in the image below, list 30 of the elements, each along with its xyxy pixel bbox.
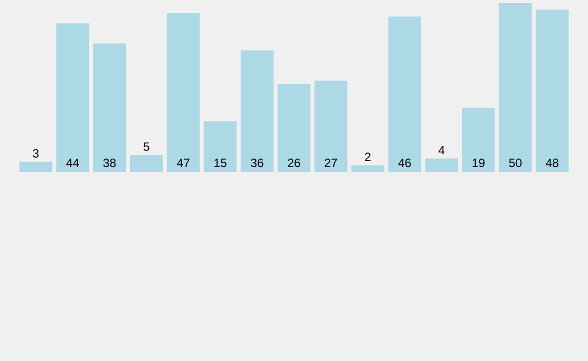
bar bbox=[314, 80, 348, 172]
bar bbox=[240, 50, 274, 172]
data-label: 3 bbox=[32, 149, 39, 158]
data-label: 15 bbox=[214, 158, 226, 168]
data-label: 36 bbox=[250, 158, 264, 168]
bar bbox=[56, 23, 90, 172]
data-label: 46 bbox=[398, 158, 411, 168]
bar bbox=[166, 13, 200, 172]
bar bbox=[536, 10, 569, 172]
bar bbox=[204, 121, 237, 172]
bar bbox=[93, 44, 126, 172]
data-label: 2 bbox=[365, 152, 371, 162]
bar bbox=[278, 84, 310, 172]
data-label: 44 bbox=[66, 158, 79, 167]
bar bbox=[425, 158, 458, 172]
bar bbox=[19, 162, 52, 172]
data-label: 50 bbox=[509, 158, 522, 168]
data-label: 27 bbox=[324, 158, 337, 167]
data-label: 48 bbox=[546, 158, 558, 168]
bar bbox=[351, 165, 384, 172]
bar bbox=[388, 16, 422, 172]
data-label: 26 bbox=[288, 158, 300, 168]
data-label: 4 bbox=[438, 146, 445, 154]
bar bbox=[130, 155, 163, 172]
data-label: 47 bbox=[176, 158, 190, 167]
data-label: 38 bbox=[103, 158, 116, 168]
bar bbox=[498, 2, 532, 172]
bar bbox=[462, 108, 495, 172]
data-label: 5 bbox=[144, 142, 150, 151]
data-label: 19 bbox=[472, 158, 485, 168]
